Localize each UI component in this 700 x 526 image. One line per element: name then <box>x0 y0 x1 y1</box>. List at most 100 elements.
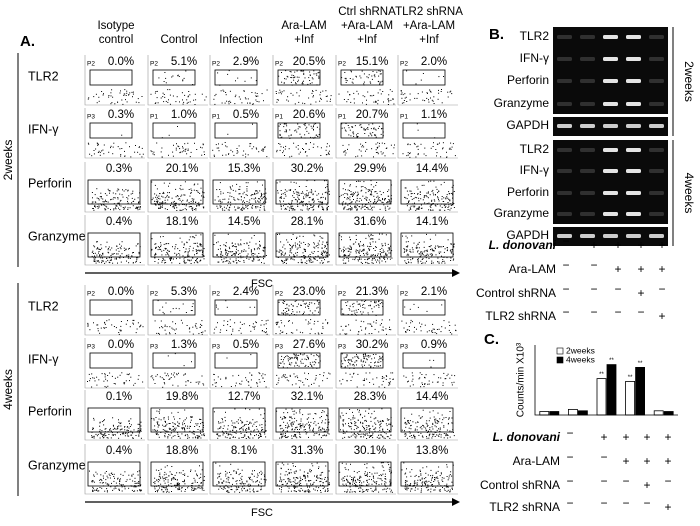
event-dot <box>353 195 354 196</box>
event-dot <box>126 197 127 198</box>
event-dot <box>368 129 369 130</box>
event-dot <box>258 247 259 248</box>
event-dot <box>184 143 185 144</box>
event-dot <box>437 192 438 193</box>
event-dot <box>384 256 385 257</box>
event-dot <box>135 383 136 384</box>
event-dot <box>450 260 451 261</box>
event-dot <box>129 428 130 429</box>
event-dot <box>153 153 154 154</box>
event-dot <box>345 334 346 335</box>
event-dot <box>141 156 142 157</box>
event-dot <box>111 259 112 260</box>
event-dot <box>364 255 365 256</box>
event-dot <box>283 310 284 311</box>
event-dot <box>116 258 117 259</box>
event-dot <box>190 193 191 194</box>
event-dot <box>409 330 410 331</box>
event-dot <box>283 205 284 206</box>
event-dot <box>376 137 377 138</box>
event-dot <box>291 239 292 240</box>
event-dot <box>441 326 442 327</box>
event-dot <box>412 199 413 200</box>
event-dot <box>319 427 320 428</box>
event-dot <box>431 331 432 332</box>
event-dot <box>255 92 256 93</box>
event-dot <box>189 250 190 251</box>
event-dot <box>154 425 155 426</box>
event-dot <box>294 259 295 260</box>
event-dot <box>181 189 182 190</box>
event-dot <box>379 239 380 240</box>
event-dot <box>320 417 321 418</box>
event-dot <box>430 239 431 240</box>
event-dot <box>380 424 381 425</box>
event-dot <box>307 419 308 420</box>
event-dot <box>228 251 229 252</box>
event-dot <box>374 362 375 363</box>
event-dot <box>319 434 320 435</box>
event-dot <box>409 436 410 437</box>
event-dot <box>297 202 298 203</box>
event-dot <box>347 205 348 206</box>
event-dot <box>444 437 445 438</box>
event-dot <box>309 424 310 425</box>
event-dot <box>303 236 304 237</box>
event-dot <box>379 430 380 431</box>
event-dot <box>409 210 410 211</box>
event-dot <box>113 197 114 198</box>
event-dot <box>225 377 226 378</box>
event-dot <box>293 245 294 246</box>
event-dot <box>277 182 278 183</box>
event-dot <box>134 152 135 153</box>
event-dot <box>292 208 293 209</box>
event-dot <box>110 249 111 250</box>
event-dot <box>308 321 309 322</box>
event-dot <box>374 302 375 303</box>
event-dot <box>214 95 215 96</box>
event-dot <box>365 430 366 431</box>
event-dot <box>214 244 215 245</box>
event-dot <box>130 418 131 419</box>
event-dot <box>345 249 346 250</box>
event-dot <box>330 373 331 374</box>
event-dot <box>259 425 260 426</box>
event-dot <box>364 133 365 134</box>
event-dot <box>249 200 250 201</box>
event-dot <box>101 150 102 151</box>
event-dot <box>214 333 215 334</box>
event-dot <box>170 260 171 261</box>
event-dot <box>155 254 156 255</box>
event-dot <box>443 382 444 383</box>
event-dot <box>351 422 352 423</box>
event-dot <box>314 433 315 434</box>
event-dot <box>421 374 422 375</box>
event-dot <box>110 475 111 476</box>
event-dot <box>116 327 117 328</box>
event-dot <box>383 421 384 422</box>
gate-percent: 20.6% <box>293 109 326 121</box>
event-dot <box>257 101 258 102</box>
event-dot <box>423 254 424 255</box>
event-dot <box>98 97 99 98</box>
event-dot <box>200 260 201 261</box>
event-dot <box>310 362 311 363</box>
event-dot <box>279 234 280 235</box>
event-dot <box>279 200 280 201</box>
event-dot <box>368 202 369 203</box>
event-dot <box>348 359 349 360</box>
event-dot <box>303 205 304 206</box>
event-dot <box>163 192 164 193</box>
event-dot <box>103 381 104 382</box>
event-dot <box>284 192 285 193</box>
event-dot <box>120 93 121 94</box>
event-dot <box>166 252 167 253</box>
event-dot <box>327 323 328 324</box>
event-dot <box>163 429 164 430</box>
event-dot <box>286 311 287 312</box>
event-dot <box>123 382 124 383</box>
event-dot <box>184 428 185 429</box>
event-dot <box>166 334 167 335</box>
event-dot <box>167 373 168 374</box>
event-dot <box>218 143 219 144</box>
